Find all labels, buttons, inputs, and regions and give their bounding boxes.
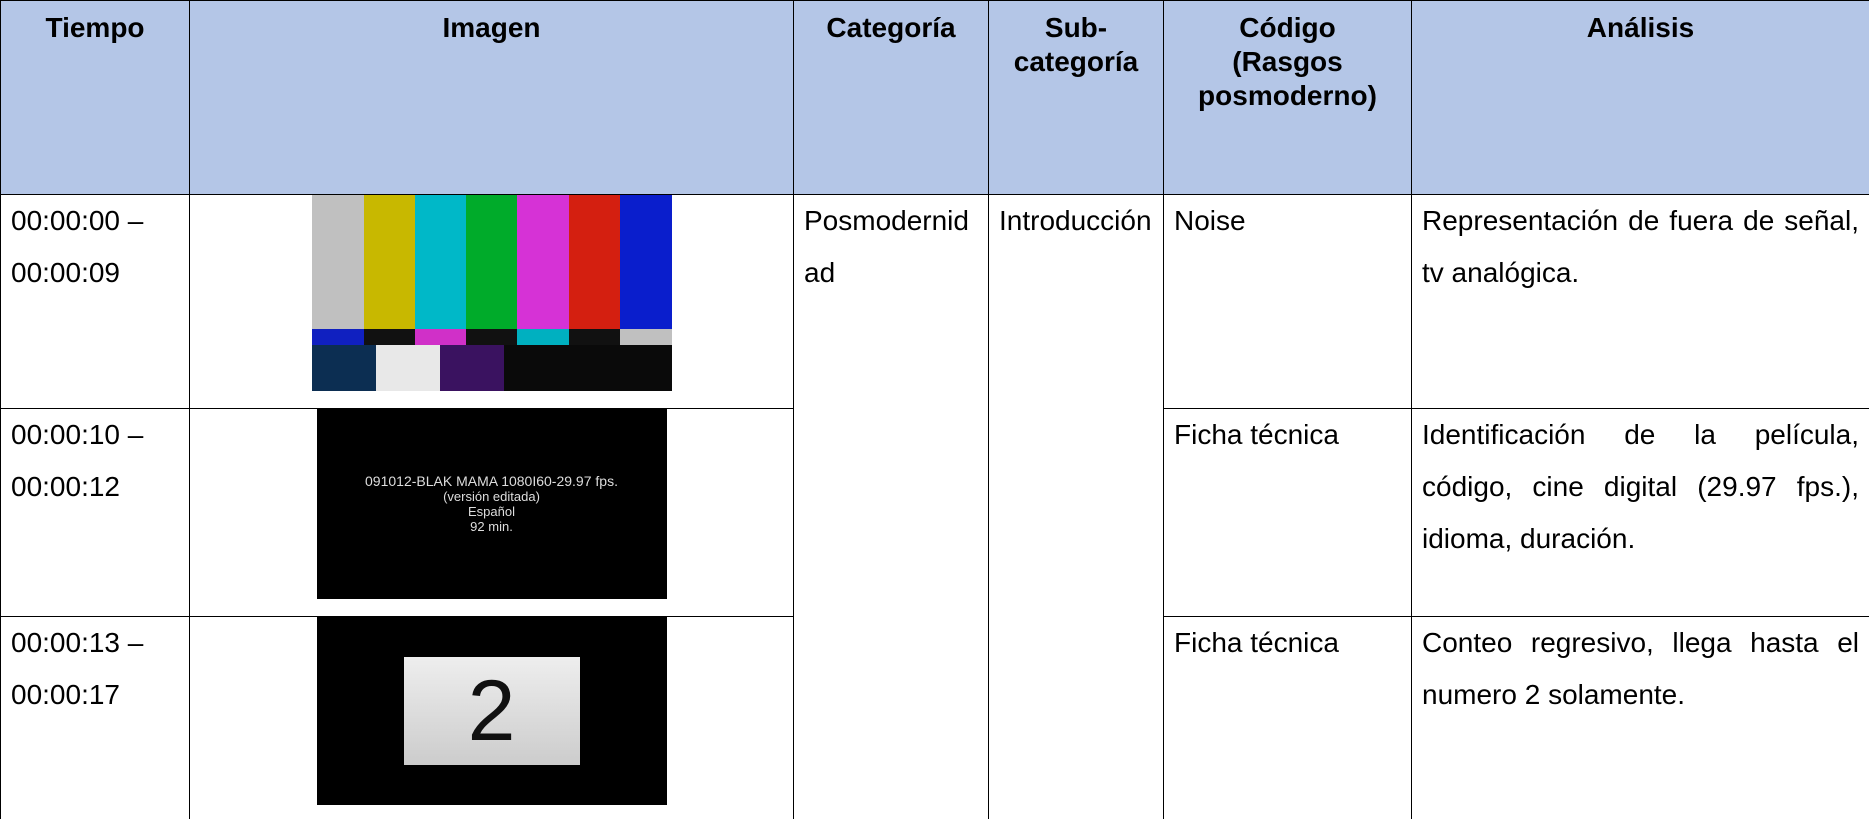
slate-text: 92 min. <box>470 519 513 534</box>
header-cell: Tiempo <box>0 0 190 195</box>
slate-text: Español <box>468 504 515 519</box>
image-cell: 091012-BLAK MAMA 1080I60-29.97 fps. (ver… <box>189 408 794 617</box>
countdown-number: 2 <box>403 657 580 765</box>
analysis-cell: Representación de fuera de señal, tv ana… <box>1411 194 1869 409</box>
time-cell: 00:00:10 – 00:00:12 <box>0 408 190 617</box>
row: 00:00:00 – 00:00:09 Posmodernidad Introd… <box>0 194 1869 819</box>
image-cell: 2 <box>189 616 794 819</box>
header-cell: Sub-categoría <box>988 0 1164 195</box>
code-cell: Noise <box>1163 194 1412 409</box>
row: 00:00:13 – 00:00:17 2 Ficha técnica Cont… <box>0 616 1869 819</box>
analysis-cell: Identificación de la película, código, c… <box>1411 408 1869 617</box>
code-cell: Ficha técnica <box>1163 408 1412 617</box>
slate-image: 091012-BLAK MAMA 1080I60-29.97 fps. (ver… <box>316 409 667 599</box>
time-cell: 00:00:13 – 00:00:17 <box>0 616 190 819</box>
header-cell: Análisis <box>1411 0 1869 195</box>
color-bars <box>311 195 672 391</box>
code-cell: Ficha técnica <box>1163 616 1412 819</box>
header-cell: Código (Rasgos posmoderno) <box>1163 0 1412 195</box>
header-cell: Imagen <box>189 0 794 195</box>
header-row: Tiempo Imagen Categoría Sub-categoría Có… <box>0 0 1869 195</box>
header-cell: Categoría <box>793 0 989 195</box>
row: 00:00:10 – 00:00:12 091012-BLAK MAMA 108… <box>0 408 1869 617</box>
countdown-image: 2 <box>316 617 667 805</box>
slate-text: 091012-BLAK MAMA 1080I60-29.97 fps. <box>365 473 618 489</box>
category-cell: Posmodernidad <box>793 194 989 819</box>
analysis-cell: Conteo regresivo, llega hasta el numero … <box>1411 616 1869 819</box>
subcategory-cell: Introducción <box>988 194 1164 819</box>
slate-text: (versión editada) <box>443 489 540 504</box>
image-cell <box>189 194 794 409</box>
time-cell: 00:00:00 – 00:00:09 <box>0 194 190 409</box>
